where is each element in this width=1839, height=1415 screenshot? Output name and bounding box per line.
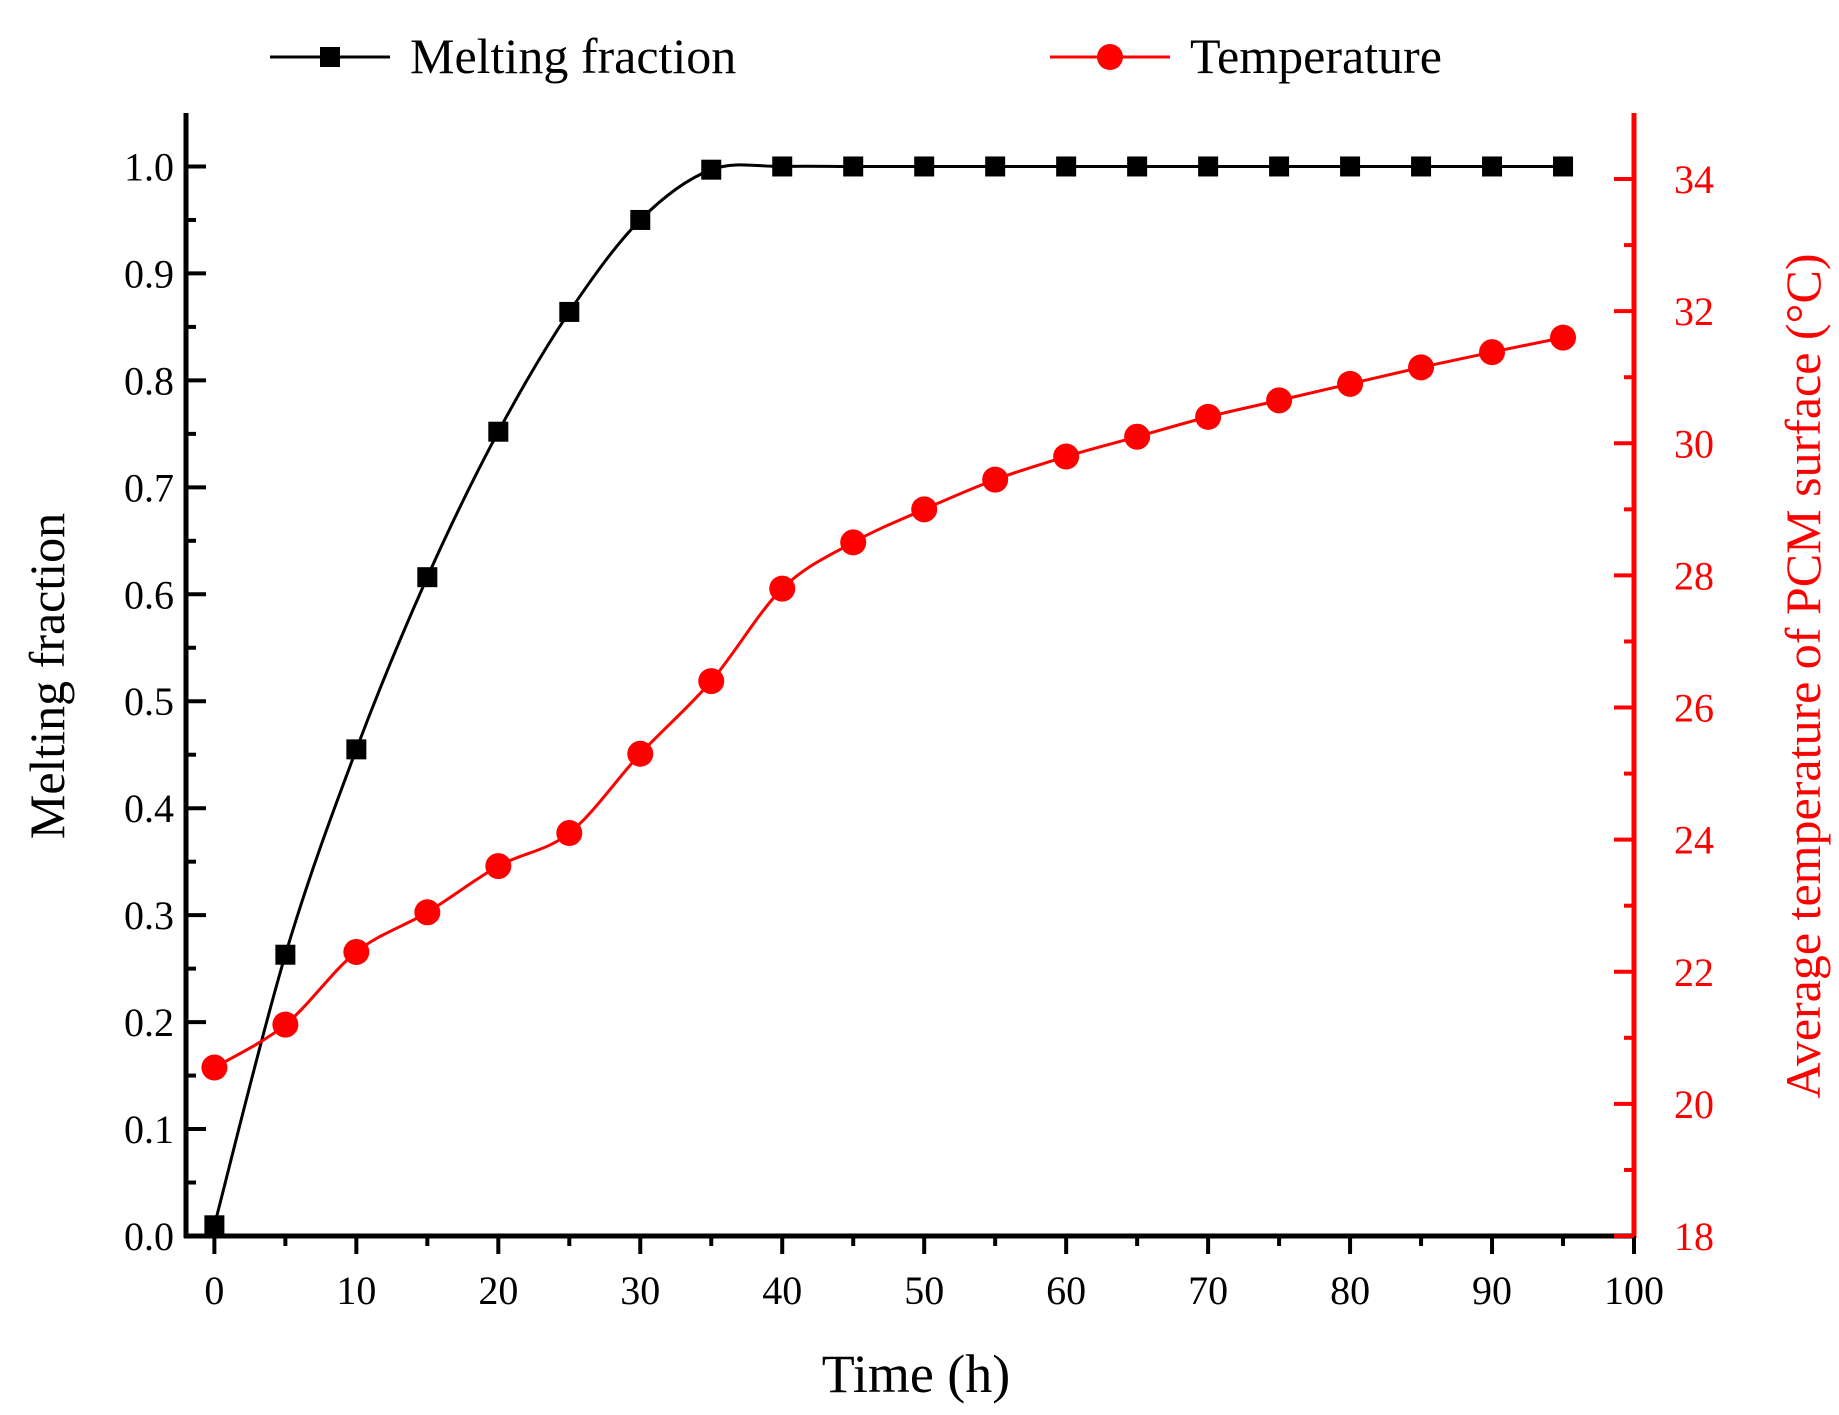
- y-tick-label: 0.5: [124, 679, 174, 724]
- legend-swatch-marker-temperature: [1097, 44, 1123, 70]
- y2-axis-label: Average temperature of PCM surface (°C): [1775, 253, 1831, 1098]
- data-point-temperature: [1053, 443, 1080, 470]
- data-point-melting-fraction: [204, 1215, 225, 1236]
- data-point-temperature: [272, 1011, 299, 1038]
- legend-label-melting-fraction: Melting fraction: [410, 28, 736, 84]
- y-tick-label: 0.1: [124, 1107, 174, 1152]
- x-tick-label: 100: [1604, 1268, 1664, 1313]
- data-point-temperature: [1408, 354, 1435, 381]
- y2-tick-label: 34: [1674, 157, 1714, 202]
- y2-tick-label: 32: [1674, 289, 1714, 334]
- data-point-temperature: [1195, 403, 1222, 430]
- data-point-melting-fraction: [843, 156, 864, 177]
- series-line-temperature: [213, 336, 1564, 1069]
- y2-tick-label: 20: [1674, 1082, 1714, 1127]
- series-layer: [201, 156, 1577, 1236]
- data-point-temperature: [840, 529, 867, 556]
- data-point-temperature: [201, 1054, 228, 1081]
- legend: Melting fraction Temperature: [270, 28, 1442, 84]
- legend-label-temperature: Temperature: [1190, 28, 1442, 84]
- y-axis-label: Melting fraction: [19, 513, 75, 839]
- data-point-melting-fraction: [1056, 156, 1077, 177]
- data-point-melting-fraction: [1198, 156, 1219, 177]
- x-tick-label: 70: [1188, 1268, 1228, 1313]
- y-tick-label: 0.3: [124, 893, 174, 938]
- x-tick-label: 50: [904, 1268, 944, 1313]
- y2-tick-label: 22: [1674, 950, 1714, 995]
- data-point-melting-fraction: [701, 159, 722, 180]
- data-point-melting-fraction: [1269, 156, 1290, 177]
- data-point-temperature: [1337, 370, 1364, 397]
- y-tick-label: 0.8: [124, 358, 174, 403]
- data-point-temperature: [343, 938, 370, 965]
- data-point-melting-fraction: [985, 156, 1006, 177]
- data-point-temperature: [485, 853, 512, 880]
- data-point-temperature: [627, 740, 654, 767]
- x-tick-label: 30: [620, 1268, 660, 1313]
- data-point-melting-fraction: [914, 156, 935, 177]
- data-point-melting-fraction: [1482, 156, 1503, 177]
- data-point-temperature: [698, 668, 725, 695]
- y2-tick-label: 30: [1674, 421, 1714, 466]
- x-tick-label: 60: [1046, 1268, 1086, 1313]
- x-tick-label: 0: [204, 1268, 224, 1313]
- data-point-melting-fraction: [772, 156, 793, 177]
- y-tick-label: 0.6: [124, 572, 174, 617]
- y-tick-label: 1.0: [124, 144, 174, 189]
- x-axis-label: Time (h): [822, 1344, 1011, 1404]
- data-point-melting-fraction: [275, 944, 296, 965]
- data-point-temperature: [556, 820, 583, 847]
- data-point-melting-fraction: [559, 301, 580, 322]
- y-tick-label: 0.0: [124, 1214, 174, 1259]
- data-point-melting-fraction: [630, 209, 651, 230]
- data-point-melting-fraction: [488, 421, 509, 442]
- y2-tick-label: 26: [1674, 686, 1714, 731]
- x-tick-label: 20: [478, 1268, 518, 1313]
- y-tick-label: 0.2: [124, 1000, 174, 1045]
- axes: 0 10 20 30 40 50 60 70 80 90 100 0.0 0.1 0.2 0.3 0.4 0.5…: [124, 113, 1714, 1313]
- series-line-melting-fraction: [212, 163, 1564, 1226]
- data-point-melting-fraction: [417, 567, 438, 588]
- data-point-melting-fraction: [1411, 156, 1432, 177]
- x-tick-label: 40: [762, 1268, 802, 1313]
- data-point-temperature: [982, 466, 1009, 493]
- y-tick-label: 0.9: [124, 251, 174, 296]
- data-point-temperature: [1124, 423, 1151, 450]
- x-tick-label: 90: [1472, 1268, 1512, 1313]
- y-tick-label: 0.7: [124, 465, 174, 510]
- data-point-temperature: [1266, 387, 1293, 414]
- data-point-melting-fraction: [1553, 156, 1574, 177]
- data-point-temperature: [1550, 324, 1577, 351]
- x-tick-label: 80: [1330, 1268, 1370, 1313]
- x-tick-label: 10: [336, 1268, 376, 1313]
- y2-tick-label: 18: [1674, 1214, 1714, 1259]
- data-point-temperature: [911, 496, 938, 523]
- data-point-temperature: [769, 575, 796, 602]
- data-point-melting-fraction: [1340, 156, 1361, 177]
- y2-tick-label: 24: [1674, 818, 1714, 863]
- data-point-temperature: [1479, 339, 1506, 366]
- legend-swatch-marker-melting-fraction: [320, 47, 340, 67]
- data-point-temperature: [414, 899, 441, 926]
- y-tick-label: 0.4: [124, 786, 174, 831]
- data-point-melting-fraction: [346, 739, 367, 760]
- y2-tick-label: 28: [1674, 553, 1714, 598]
- data-point-melting-fraction: [1127, 156, 1148, 177]
